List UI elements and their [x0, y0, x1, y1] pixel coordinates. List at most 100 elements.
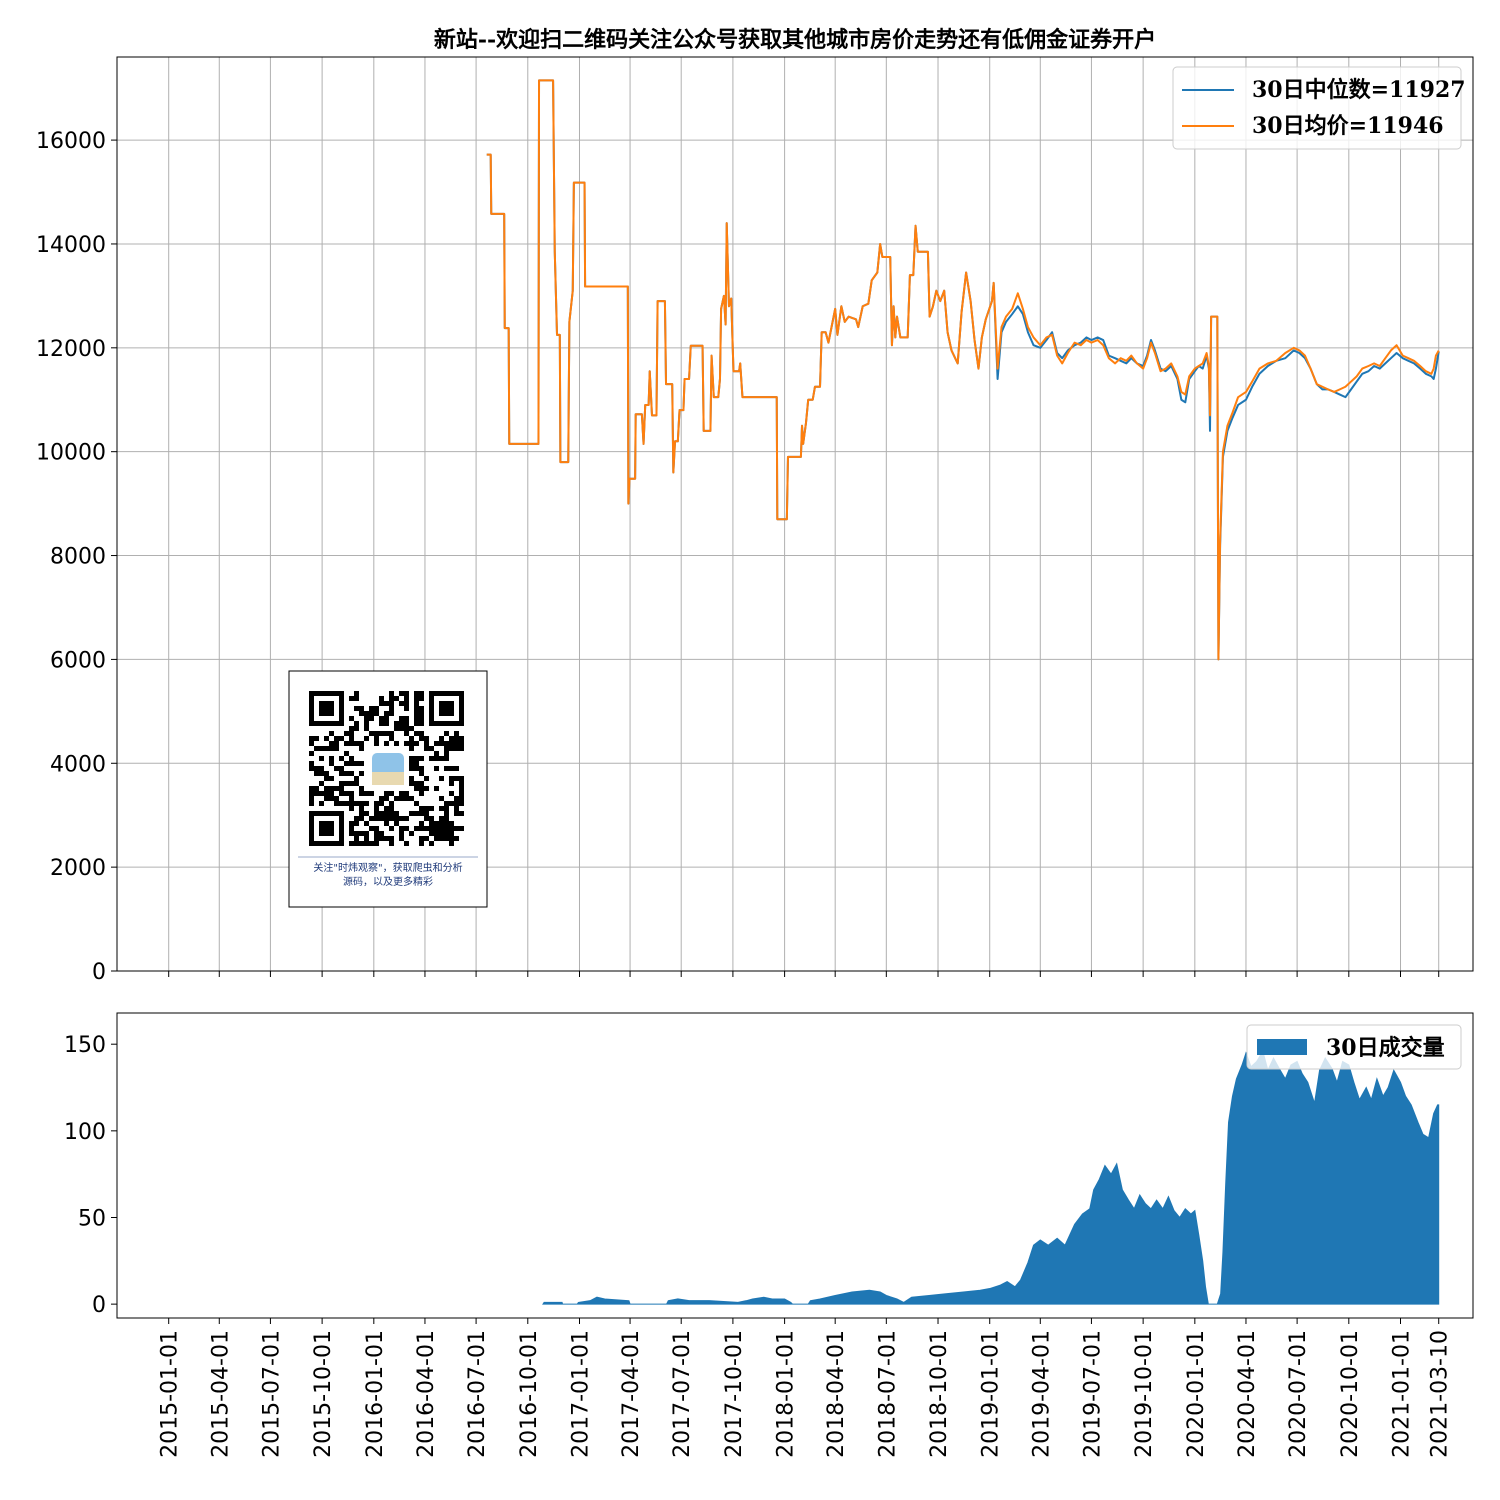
qr-module	[404, 731, 409, 736]
qr-module	[354, 801, 359, 806]
qr-module	[454, 801, 459, 806]
qr-module	[369, 711, 374, 716]
qr-module	[349, 831, 354, 836]
qr-module	[309, 791, 314, 796]
qr-module	[414, 721, 419, 726]
qr-module	[409, 756, 414, 761]
legend-label-median: 30日中位数=11927	[1252, 77, 1466, 103]
qr-finder-core	[319, 821, 334, 836]
qr-module	[309, 786, 314, 791]
price-legend: 30日中位数=11927 30日均价=11946	[1172, 66, 1466, 150]
qr-module	[334, 741, 339, 746]
qr-module	[334, 736, 339, 741]
qr-module	[424, 836, 429, 841]
qr-module	[414, 696, 419, 701]
volume-x-tick-label: 2019-10-01	[1132, 1330, 1157, 1458]
qr-module	[389, 841, 394, 846]
price-y-tick-label: 14000	[36, 233, 106, 258]
series-line-mean	[486, 79, 1440, 661]
qr-module	[444, 821, 449, 826]
qr-module	[334, 746, 339, 751]
qr-module	[324, 786, 329, 791]
qr-module	[354, 836, 359, 841]
qr-module	[394, 816, 399, 821]
qr-module	[329, 731, 334, 736]
qr-module	[379, 801, 384, 806]
qr-module	[399, 816, 404, 821]
volume-x-tick-label: 2018-10-01	[927, 1330, 952, 1458]
price-y-ticks: 0 2000 4000 6000 8000 10000 12000 14000 16000	[36, 129, 117, 985]
qr-module	[364, 716, 369, 721]
volume-x-tick-label: 2020-01-01	[1184, 1330, 1209, 1458]
qr-module	[414, 801, 419, 806]
qr-module	[389, 731, 394, 736]
price-y-tick-label: 12000	[36, 337, 106, 362]
qr-module	[399, 831, 404, 836]
qr-module	[454, 746, 459, 751]
qr-module	[394, 696, 399, 701]
qr-module	[444, 741, 449, 746]
qr-module	[374, 841, 379, 846]
qr-module	[449, 741, 454, 746]
qr-module	[329, 756, 334, 761]
qr-module	[419, 721, 424, 726]
price-y-tick-label: 8000	[50, 545, 106, 570]
qr-module	[404, 796, 409, 801]
qr-module	[364, 726, 369, 731]
qr-module	[414, 716, 419, 721]
qr-code-image	[309, 691, 464, 846]
qr-module	[354, 706, 359, 711]
price-legend-box	[1172, 66, 1462, 150]
qr-module	[349, 801, 354, 806]
qr-module	[444, 816, 449, 821]
qr-module	[459, 776, 464, 781]
qr-module	[334, 796, 339, 801]
qr-module	[404, 706, 409, 711]
qr-module	[404, 721, 409, 726]
qr-module	[384, 791, 389, 796]
qr-module	[309, 761, 314, 766]
qr-module	[364, 791, 369, 796]
qr-module	[339, 736, 344, 741]
qr-module	[389, 696, 394, 701]
qr-module	[389, 811, 394, 816]
qr-module	[344, 731, 349, 736]
qr-module	[439, 831, 444, 836]
qr-module	[449, 821, 454, 826]
qr-module	[344, 801, 349, 806]
qr-module	[379, 731, 384, 736]
qr-module	[339, 756, 344, 761]
qr-module	[384, 806, 389, 811]
qr-module	[449, 766, 454, 771]
qr-module	[314, 771, 319, 776]
qr-module	[309, 736, 314, 741]
qr-module	[414, 811, 419, 816]
qr-module	[354, 696, 359, 701]
volume-x-tick-label: 2020-10-01	[1338, 1330, 1363, 1458]
qr-module	[424, 816, 429, 821]
qr-module	[409, 746, 414, 751]
price-y-tick-label: 0	[92, 960, 106, 985]
qr-module	[439, 816, 444, 821]
qr-module	[409, 726, 414, 731]
qr-module	[439, 826, 444, 831]
qr-module	[369, 791, 374, 796]
qr-module	[349, 821, 354, 826]
qr-module	[319, 746, 324, 751]
qr-module	[329, 796, 334, 801]
qr-module	[374, 731, 379, 736]
qr-module	[364, 841, 369, 846]
qr-module	[459, 826, 464, 831]
qr-module	[419, 806, 424, 811]
qr-module	[379, 796, 384, 801]
qr-module	[324, 796, 329, 801]
volume-legend-box	[1246, 1024, 1462, 1070]
qr-module	[409, 741, 414, 746]
volume-plot-frame	[116, 1012, 1474, 1319]
qr-module	[414, 701, 419, 706]
qr-module	[419, 811, 424, 816]
qr-logo-sand	[372, 772, 404, 785]
qr-module	[319, 756, 324, 761]
price-x-ticks	[168, 971, 1440, 977]
qr-module	[374, 801, 379, 806]
